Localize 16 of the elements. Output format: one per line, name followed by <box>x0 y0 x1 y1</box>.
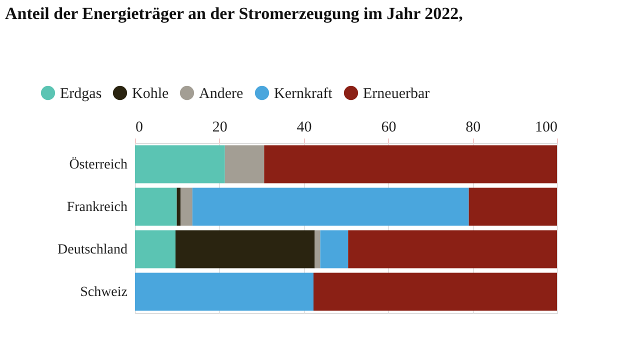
legend-label: Erneuerbar <box>363 86 430 102</box>
legend-label: Kernkraft <box>274 86 334 102</box>
y-tick-label: Österreich <box>69 156 128 172</box>
x-tick-label: 100 <box>535 120 558 136</box>
legend-label: Erdgas <box>60 86 102 102</box>
chart-title: Anteil der Energieträger an der Stromerzeugung im Jahr 2022, <box>5 4 463 23</box>
y-tick-label: Schweiz <box>80 284 128 300</box>
x-tick-label: 20 <box>212 120 228 136</box>
y-tick-label: Deutschland <box>58 242 128 258</box>
y-tick-label: Frankreich <box>66 200 128 215</box>
legend-label: Kohle <box>132 86 169 102</box>
x-tick-label: 60 <box>381 120 396 136</box>
legend-label: Andere <box>199 86 244 102</box>
x-tick-label: 80 <box>466 120 481 136</box>
x-tick-label: 40 <box>296 120 312 136</box>
x-tick-label: 0 <box>136 120 143 136</box>
